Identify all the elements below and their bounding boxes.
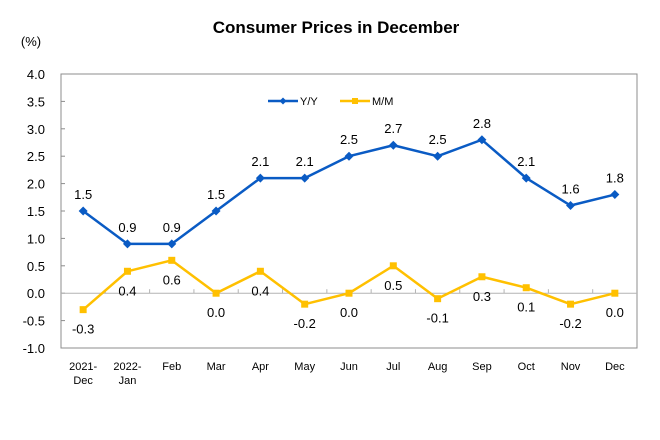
- data-point-m-m: [168, 256, 176, 264]
- data-point-m-m: [522, 284, 530, 292]
- data-label-y-y: 2.7: [384, 121, 402, 136]
- data-point-m-m: [478, 273, 486, 281]
- y-tick-label: 2.5: [27, 149, 45, 164]
- data-point-m-m: [567, 300, 575, 308]
- y-tick-label: 1.0: [27, 231, 45, 246]
- data-label-y-y: 2.1: [251, 154, 269, 169]
- data-label-y-y: 2.1: [296, 154, 314, 169]
- data-label-m-m: 0.6: [163, 272, 181, 287]
- data-label-m-m: -0.2: [559, 316, 581, 331]
- data-label-y-y: 2.5: [429, 132, 447, 147]
- data-label-y-y: 2.1: [517, 154, 535, 169]
- data-label-y-y: 0.9: [163, 220, 181, 235]
- data-label-y-y: 2.8: [473, 116, 491, 131]
- y-tick-label: 2.0: [27, 177, 45, 192]
- y-axis: 4.0 3.5 3.0 2.5 2.0 1.5 1.0 0.5 0.0 -0.5 -1.0: [23, 67, 637, 356]
- data-label-m-m: -0.1: [426, 311, 448, 326]
- data-point-m-m: [345, 289, 353, 297]
- x-tick-label: Nov: [561, 361, 581, 373]
- data-point-y-y: [78, 206, 88, 216]
- legend-label-y-y: Y/Y: [300, 96, 318, 108]
- data-label-y-y: 2.5: [340, 132, 358, 147]
- data-label-m-m: -0.3: [72, 322, 94, 337]
- legend: Y/Y M/M: [268, 96, 393, 108]
- data-label-m-m: 0.0: [207, 305, 225, 320]
- data-label-y-y: 0.9: [118, 220, 136, 235]
- data-point-y-y: [477, 135, 487, 145]
- series-y-y: 1.5 0.9 0.9 1.5 2.1 2.1 2.5 2.7 2.5 2.8 2.1 1.6 1.8: [74, 116, 624, 249]
- x-tick-label: Oct: [518, 361, 535, 373]
- data-point-y-y: [255, 173, 265, 183]
- data-point-m-m: [79, 306, 87, 314]
- y-tick-label: -0.5: [23, 314, 45, 329]
- y-tick-label: 0.5: [27, 259, 45, 274]
- x-tick-label: Jun: [340, 361, 358, 373]
- data-label-y-y: 1.6: [561, 182, 579, 197]
- data-point-m-m: [434, 295, 442, 303]
- x-axis: 2021-Dec 2022-Jan Feb Mar Apr May Jun Jul Aug Sep…: [69, 289, 625, 387]
- y-tick-label: -1.0: [23, 341, 45, 356]
- legend-marker-m-m: [352, 98, 358, 104]
- data-point-m-m: [212, 289, 220, 297]
- data-point-m-m: [389, 262, 397, 270]
- data-label-m-m: 0.4: [118, 283, 136, 298]
- data-point-y-y: [433, 151, 443, 161]
- data-label-y-y: 1.8: [606, 171, 624, 186]
- data-point-y-y: [388, 140, 398, 150]
- data-point-y-y: [211, 206, 221, 216]
- series-m-m: -0.3 0.4 0.6 0.0 0.4 -0.2 0.0 0.5 -0.1 0.3 0.1 -0.2…: [72, 256, 624, 337]
- legend-item-y-y: Y/Y: [268, 96, 318, 108]
- y-tick-label: 3.0: [27, 122, 45, 137]
- data-point-m-m: [301, 300, 309, 308]
- y-tick-label: 1.5: [27, 204, 45, 219]
- data-label-y-y: 1.5: [207, 187, 225, 202]
- data-point-m-m: [611, 289, 619, 297]
- y-tick-label: 0.0: [27, 286, 45, 301]
- x-tick-label: Mar: [207, 361, 226, 373]
- data-point-y-y: [300, 173, 310, 183]
- data-point-m-m: [123, 267, 131, 275]
- data-point-y-y: [122, 239, 132, 249]
- data-label-m-m: 0.5: [384, 278, 402, 293]
- x-tick-label: 2021-Dec: [69, 361, 97, 387]
- x-tick-label: Sep: [472, 361, 492, 373]
- data-point-m-m: [256, 267, 264, 275]
- legend-item-m-m: M/M: [340, 96, 393, 108]
- data-point-y-y: [610, 190, 620, 200]
- data-point-y-y: [566, 201, 576, 211]
- data-label-m-m: 0.4: [251, 283, 269, 298]
- data-label-m-m: -0.2: [293, 316, 315, 331]
- x-tick-label: Apr: [252, 361, 269, 373]
- x-tick-label: Dec: [605, 361, 625, 373]
- data-label-y-y: 1.5: [74, 187, 92, 202]
- y-tick-label: 3.5: [27, 94, 45, 109]
- data-label-m-m: 0.3: [473, 289, 491, 304]
- data-label-m-m: 0.0: [606, 305, 624, 320]
- data-label-m-m: 0.1: [517, 300, 535, 315]
- series-layer: 1.5 0.9 0.9 1.5 2.1 2.1 2.5 2.7 2.5 2.8 2.1 1.6 1.8 -…: [72, 116, 624, 337]
- x-tick-label: Aug: [428, 361, 448, 373]
- y-tick-label: 4.0: [27, 67, 45, 82]
- data-point-y-y: [344, 151, 354, 161]
- x-tick-label: Feb: [162, 361, 181, 373]
- x-tick-label: Jul: [386, 361, 400, 373]
- data-label-m-m: 0.0: [340, 305, 358, 320]
- data-point-y-y: [167, 239, 177, 249]
- plot-area-frame: [60, 73, 638, 349]
- y-axis-unit-label: (%): [21, 34, 41, 49]
- chart-title: Consumer Prices in December: [213, 18, 460, 37]
- legend-label-m-m: M/M: [372, 96, 393, 108]
- x-tick-label: May: [294, 361, 315, 373]
- legend-marker-y-y: [279, 97, 287, 105]
- data-point-y-y: [521, 173, 531, 183]
- x-tick-label: 2022-Jan: [113, 361, 141, 387]
